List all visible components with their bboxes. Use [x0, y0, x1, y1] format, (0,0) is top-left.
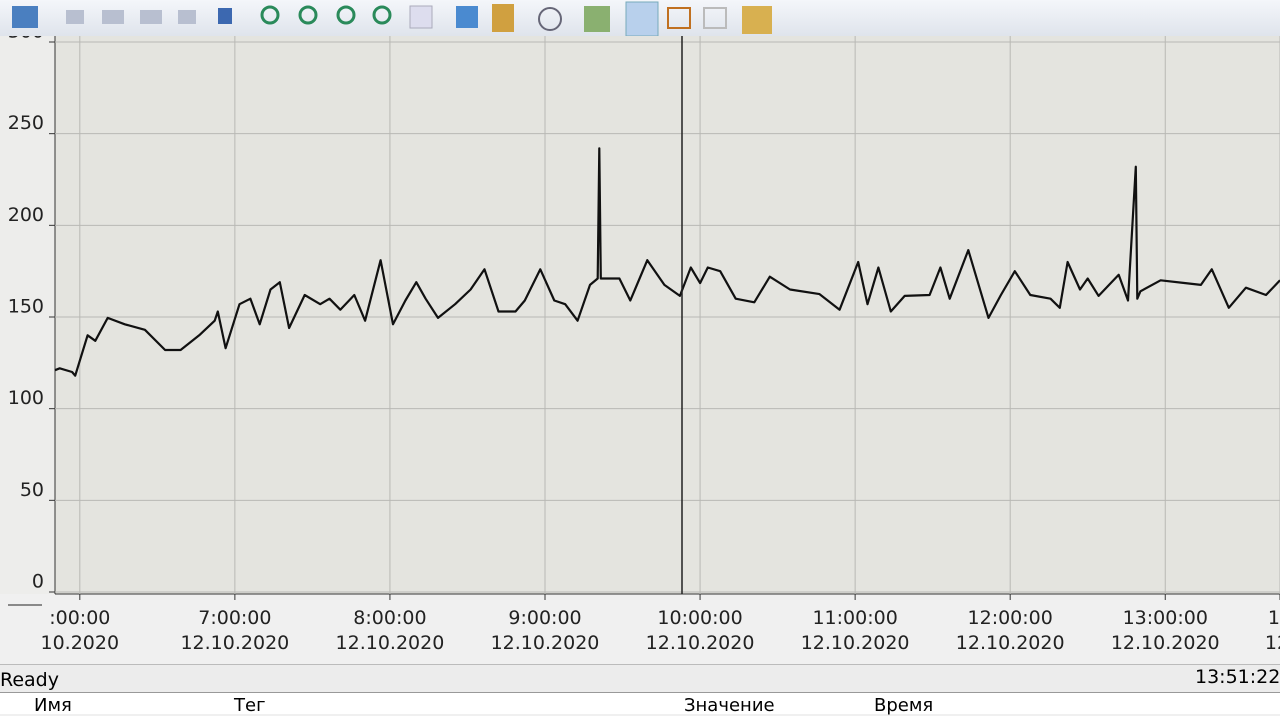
x-tick-label: 13:00:00 12.10.2020 [1110, 607, 1220, 654]
toolbar [0, 0, 1280, 37]
x-tick-label: 9:00:00 12.10.2020 [490, 607, 600, 654]
status-bar: Ready 13:51:22 [0, 664, 1280, 693]
toolbar-icons [12, 1, 772, 37]
grid [49, 36, 1280, 600]
status-time: 13:51:22 [1195, 666, 1280, 688]
tool-icon[interactable] [178, 10, 196, 24]
tool-icon[interactable] [12, 6, 38, 28]
column-header[interactable]: Тег [234, 695, 266, 716]
tool-icon[interactable] [372, 5, 392, 25]
tool-icon[interactable] [667, 7, 691, 29]
y-tick-label: 150 [8, 296, 44, 318]
x-tick-label: :00:00 10.2020 [40, 607, 120, 654]
tool-icon[interactable] [538, 7, 562, 31]
chart: 0 50 100 150 200 250 300 [0, 36, 1280, 606]
y-tick-label: 200 [8, 204, 44, 226]
tool-icon[interactable] [218, 8, 232, 24]
column-header[interactable]: Имя [34, 695, 72, 716]
column-header[interactable]: Значение [684, 695, 775, 716]
plot-area [55, 36, 1280, 594]
y-tick-label: 300 [8, 36, 44, 43]
x-tick-label: 12:00:00 12.10.2020 [955, 607, 1065, 654]
table-header: Имя Тег Значение Время [0, 692, 1280, 716]
tool-icon[interactable] [260, 5, 280, 25]
tool-icon[interactable] [298, 5, 318, 25]
x-tick-label: 14 12. [1264, 607, 1280, 654]
zoom-icons [260, 5, 392, 25]
x-tick-label: 7:00:00 12.10.2020 [180, 607, 290, 654]
tool-icon[interactable] [140, 10, 162, 24]
tool-icon[interactable] [584, 6, 610, 32]
status-text: Ready [0, 669, 59, 691]
y-tick-label: 250 [8, 112, 44, 134]
tool-icon[interactable] [336, 5, 356, 25]
column-header[interactable]: Время [874, 695, 934, 716]
series [54, 147, 1280, 377]
tool-icon[interactable] [742, 6, 772, 34]
tool-icon[interactable] [492, 4, 514, 32]
data-line [54, 147, 1280, 377]
y-tick-label: 0 [32, 571, 44, 593]
x-tick-label: 11:00:00 12.10.2020 [800, 607, 910, 654]
x-tick-label: 8:00:00 12.10.2020 [335, 607, 445, 654]
tool-icon[interactable] [703, 7, 727, 29]
tool-icon[interactable] [625, 1, 659, 37]
y-tick-label: 50 [20, 479, 44, 501]
y-axis-area [0, 36, 55, 594]
tool-icon[interactable] [102, 10, 124, 24]
y-tick-label: 100 [8, 387, 44, 409]
tool-icon[interactable] [409, 5, 433, 29]
tool-icon[interactable] [66, 10, 84, 24]
x-tick-label: 10:00:00 12.10.2020 [645, 607, 755, 654]
tool-icon[interactable] [456, 6, 478, 28]
playback-icons [66, 10, 196, 24]
